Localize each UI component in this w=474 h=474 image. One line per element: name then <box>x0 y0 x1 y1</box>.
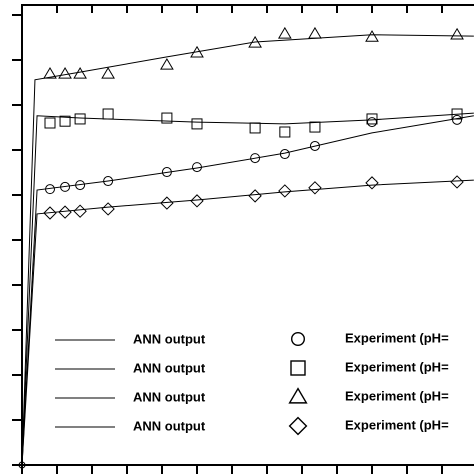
marker <box>190 45 204 58</box>
marker <box>308 181 322 195</box>
marker <box>278 184 292 198</box>
marker <box>101 66 115 79</box>
legend-label: ANN output <box>133 360 206 375</box>
legend-label: Experiment (pH= <box>345 417 449 432</box>
marker <box>191 118 203 130</box>
ann-line <box>21 34 474 466</box>
marker <box>45 184 55 195</box>
legend-label: ANN output <box>133 418 206 433</box>
marker <box>249 122 261 134</box>
marker <box>367 117 377 128</box>
marker <box>103 176 114 187</box>
marker <box>192 162 202 173</box>
marker <box>309 140 320 151</box>
marker <box>451 108 463 120</box>
marker <box>161 167 172 178</box>
marker <box>250 153 261 164</box>
marker <box>43 206 57 220</box>
legend-label: ANN output <box>133 331 206 346</box>
marker <box>160 57 174 70</box>
marker <box>75 180 86 191</box>
marker <box>59 115 71 127</box>
ann-line <box>21 179 474 466</box>
legend-label: ANN output <box>133 389 206 404</box>
legend-label: Experiment (pH= <box>345 359 449 374</box>
marker <box>74 113 86 125</box>
marker <box>58 205 72 219</box>
legend-label: Experiment (pH= <box>345 330 449 345</box>
legend-marker <box>290 360 306 376</box>
marker <box>101 202 115 216</box>
marker <box>365 30 379 42</box>
marker <box>365 176 379 190</box>
marker <box>43 66 57 79</box>
marker <box>450 175 464 189</box>
marker <box>44 117 56 129</box>
legend-label: Experiment (pH= <box>345 388 449 403</box>
marker <box>248 35 262 48</box>
marker <box>366 113 378 125</box>
marker <box>309 121 321 133</box>
marker <box>279 149 290 160</box>
marker <box>308 26 322 39</box>
marker <box>190 194 204 208</box>
marker <box>58 66 72 79</box>
marker <box>248 189 262 203</box>
ann-line <box>21 112 474 466</box>
marker <box>73 66 87 79</box>
marker <box>160 196 174 210</box>
marker <box>102 108 114 120</box>
legend-marker <box>291 331 306 346</box>
marker <box>277 26 292 39</box>
marker <box>161 112 173 124</box>
marker <box>60 181 71 192</box>
ann-line <box>21 115 474 466</box>
legend-marker <box>288 387 308 404</box>
origin-marker <box>18 461 26 469</box>
plot-frame <box>21 4 474 466</box>
marker <box>450 27 464 40</box>
marker <box>279 126 291 138</box>
legend-marker <box>288 416 308 436</box>
marker <box>452 114 463 125</box>
marker <box>73 204 87 218</box>
